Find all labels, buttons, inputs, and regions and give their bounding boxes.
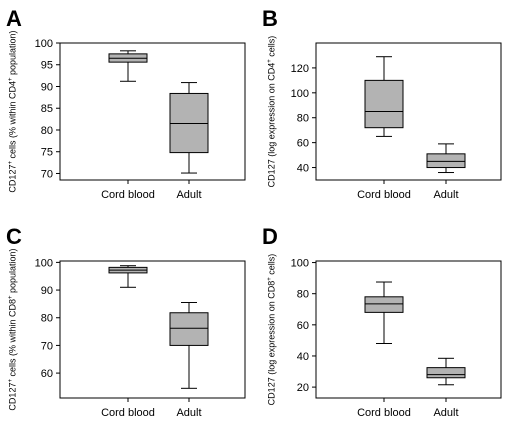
x-category-label: Adult (433, 407, 458, 419)
box-cord-blood (364, 281, 404, 345)
plot-frame (315, 42, 502, 181)
y-tick-label: 80 (41, 125, 53, 137)
y-tick-label: 40 (297, 163, 309, 175)
y-axis-title: CD127 (log expression on CD8+ cells) (266, 254, 276, 406)
box-cord-blood (364, 56, 404, 137)
box-cord-blood (108, 50, 148, 82)
y-tick-label: 20 (297, 382, 309, 394)
panel-a: A 70 75 80 85 90 95 100 CD127+ cells (% within C… (6, 6, 246, 201)
y-tick-label: 40 (297, 351, 309, 363)
y-tick-label: 70 (41, 168, 53, 180)
iqr-box (364, 296, 404, 313)
x-category-label: Adult (176, 407, 201, 419)
y-tick-label: 100 (35, 38, 53, 50)
y-tick-label: 80 (297, 289, 309, 301)
y-axis-title: CD127+ cells (% within CD8+ population) (7, 248, 17, 410)
panel-label: B (262, 6, 278, 31)
panel-b: B 40 60 80 100 120 CD127 (log expression on CD… (262, 6, 502, 201)
box-adult (169, 302, 209, 389)
panel-label: C (6, 224, 22, 249)
y-tick-label: 100 (35, 257, 53, 269)
x-category-label: Cord blood (101, 189, 155, 201)
y-axis-title: CD127 (log expression on CD4+ cells) (266, 36, 276, 188)
panel-label: D (262, 224, 278, 249)
iqr-box (169, 312, 209, 346)
y-tick-label: 100 (291, 258, 309, 270)
box-adult (169, 82, 209, 174)
y-tick-label: 60 (297, 138, 309, 150)
box-cord-blood (108, 265, 148, 288)
y-tick-label: 80 (41, 313, 53, 325)
y-tick-label: 75 (41, 147, 53, 159)
y-tick-label: 60 (297, 320, 309, 332)
panel-d: D 20 40 60 80 100 CD127 (log expression on CD8… (262, 224, 502, 419)
box-adult (426, 357, 466, 386)
y-tick-label: 85 (41, 103, 53, 115)
box-adult (426, 143, 466, 174)
plot-frame (59, 260, 246, 399)
y-tick-label: 95 (41, 60, 53, 72)
y-tick-label: 70 (41, 340, 53, 352)
y-tick-label: 60 (41, 368, 53, 380)
iqr-box (364, 79, 404, 129)
y-tick-label: 90 (41, 81, 53, 93)
plot-frame (315, 260, 502, 399)
x-category-label: Cord blood (357, 189, 411, 201)
y-tick-label: 120 (291, 63, 309, 75)
x-category-label: Adult (176, 189, 201, 201)
x-category-label: Cord blood (357, 407, 411, 419)
x-category-label: Cord blood (101, 407, 155, 419)
x-category-label: Adult (433, 189, 458, 201)
panel-label: A (6, 6, 22, 31)
y-tick-label: 100 (291, 88, 309, 100)
iqr-box (426, 153, 466, 169)
iqr-box (426, 367, 466, 379)
y-tick-label: 90 (41, 285, 53, 297)
y-axis-title: CD127+ cells (% within CD4+ population) (7, 30, 17, 192)
y-tick-label: 80 (297, 113, 309, 125)
panel-c: C 60 70 80 90 100 CD127+ cells (% within CD8+ … (6, 224, 246, 419)
plot-frame (59, 42, 246, 181)
